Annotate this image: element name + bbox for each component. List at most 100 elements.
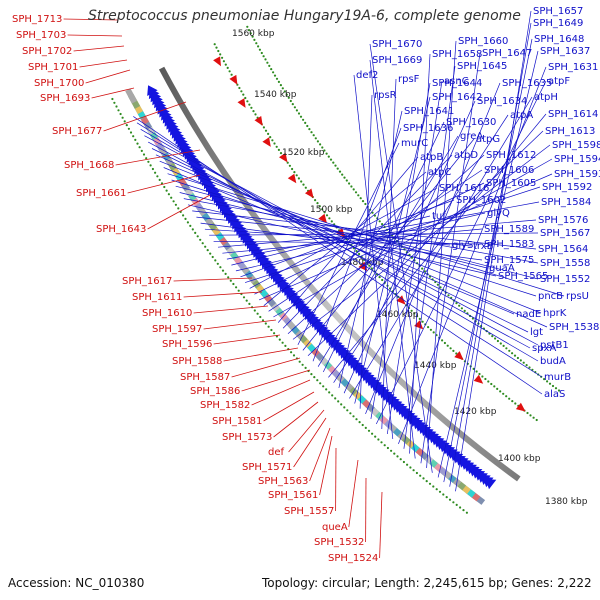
- track-dot: [226, 66, 229, 69]
- right-gene-label: atpH: [534, 92, 558, 103]
- left-gene-label: SPH_1703: [16, 30, 66, 41]
- track-dot: [293, 106, 296, 109]
- track-dot: [316, 379, 319, 382]
- right-gene-label: SPH_1605: [486, 178, 536, 189]
- right-gene-label: SPH_1592: [542, 182, 592, 193]
- right-gene-label: SPH_1630: [446, 117, 496, 128]
- right-leader-line: [167, 173, 565, 297]
- track-dot: [402, 460, 405, 464]
- track-dot: [455, 503, 458, 506]
- left-gene-label: SPH_1611: [132, 292, 182, 303]
- track-dot: [436, 283, 439, 286]
- track-dot: [348, 182, 351, 185]
- track-dot: [519, 359, 522, 362]
- left-gene-label: def: [268, 447, 285, 458]
- track-dot: [413, 312, 416, 315]
- left-label-leaders: [63, 18, 383, 559]
- track-dot: [258, 48, 261, 51]
- right-gene-label: SPH_1594: [554, 154, 600, 165]
- track-dot: [357, 194, 360, 197]
- track-dot: [284, 344, 287, 347]
- map-title: Streptococcus pneumoniae Hungary19A-6, c…: [88, 8, 521, 24]
- track-dot: [410, 309, 413, 312]
- left-gene-label: SPH_1573: [222, 432, 272, 443]
- track-dot: [493, 385, 496, 388]
- track-dot: [224, 272, 227, 275]
- forward-gene-arrows: [147, 85, 497, 490]
- track-dot: [425, 480, 428, 483]
- track-dot: [299, 115, 303, 118]
- track-dot: [279, 84, 282, 87]
- left-gene-label: SPH_1693: [40, 93, 90, 104]
- track-dot: [302, 118, 305, 121]
- right-gene-label: SPH_1649: [533, 18, 583, 29]
- track-dot: [421, 320, 424, 323]
- track-dot: [462, 509, 465, 512]
- track-dot: [259, 315, 262, 319]
- right-gene-label: pstB1: [540, 340, 569, 351]
- right-leader-line: [398, 66, 547, 445]
- left-leader-line: [147, 194, 211, 230]
- right-leader-line: [343, 100, 476, 394]
- track-dot: [290, 351, 293, 354]
- track-dot: [211, 255, 214, 259]
- track-dot: [341, 173, 344, 176]
- track-dot: [502, 392, 505, 395]
- track-dot: [319, 143, 322, 146]
- right-gene-label: SPH_1613: [545, 126, 595, 137]
- track-dot: [522, 361, 525, 364]
- reverse-gene-marker: [262, 137, 271, 147]
- track-dot: [361, 423, 364, 427]
- track-dot: [244, 96, 247, 100]
- track-dot: [327, 155, 330, 158]
- left-gene-label: SPH_1597: [152, 324, 202, 335]
- track-dot: [381, 278, 384, 282]
- track-dot: [292, 354, 296, 357]
- track-dot: [167, 193, 170, 196]
- track-dot: [123, 120, 126, 123]
- track-dot: [242, 296, 246, 299]
- right-leader-line: [192, 210, 537, 250]
- track-dot: [478, 372, 481, 376]
- track-dot: [249, 32, 252, 35]
- track-dot: [481, 375, 484, 378]
- track-dot: [304, 121, 307, 124]
- track-dot: [154, 171, 157, 174]
- track-dot: [217, 49, 220, 53]
- track-dot: [300, 180, 303, 183]
- right-leader-line: [159, 160, 542, 314]
- track-dot: [313, 376, 316, 379]
- track-dot: [314, 199, 317, 202]
- track-dot: [304, 186, 307, 189]
- left-leader-line: [379, 491, 383, 559]
- right-gene-label: atpC: [428, 167, 451, 178]
- track-dot: [229, 279, 232, 282]
- right-gene-label: atpD: [454, 150, 478, 161]
- right-leader-line: [353, 74, 394, 440]
- track-dot: [170, 196, 173, 199]
- left-gene-label: SPH_1581: [212, 416, 262, 427]
- right-gene-label: spxA: [532, 343, 556, 354]
- track-dot: [428, 275, 432, 278]
- track-dot: [331, 394, 334, 397]
- track-dot: [427, 326, 430, 329]
- track-dot: [494, 337, 497, 340]
- track-dot: [219, 266, 222, 269]
- track-dot: [283, 90, 286, 93]
- track-dot: [252, 110, 255, 113]
- track-dot: [214, 259, 217, 262]
- reverse-gene-marker: [396, 295, 406, 305]
- track-dot: [393, 452, 396, 455]
- track-dot: [230, 73, 233, 76]
- track-dot: [194, 231, 197, 234]
- track-dot: [279, 152, 283, 155]
- track-dot: [278, 338, 281, 341]
- track-dot: [322, 385, 325, 388]
- track-dot: [177, 207, 180, 210]
- topology-text: Topology: circular; Length: 2,245,615 bp…: [262, 576, 592, 590]
- track-dot: [380, 441, 383, 444]
- right-gene-label: SPH_1593: [554, 169, 600, 180]
- track-dot: [423, 270, 426, 273]
